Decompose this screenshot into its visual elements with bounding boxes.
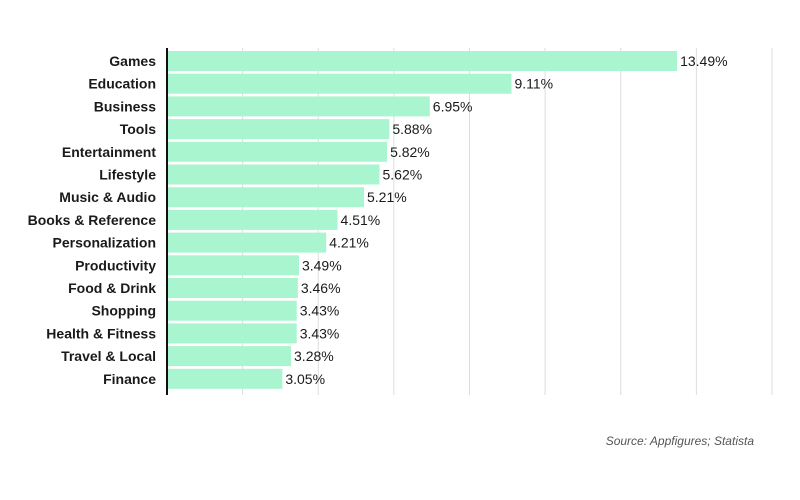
- value-label: 6.95%: [433, 98, 473, 114]
- source-note: Source: Appfigures; Statista: [605, 434, 754, 448]
- bar: [167, 278, 298, 298]
- category-label: Entertainment: [62, 144, 156, 160]
- value-label: 3.28%: [294, 348, 334, 364]
- bar: [167, 209, 338, 230]
- category-label: Games: [109, 53, 156, 69]
- bar: [167, 232, 327, 253]
- bar: [167, 141, 388, 162]
- category-labels: Games Education Business Tools Entertainment…: [28, 53, 157, 387]
- value-label: 9.11%: [514, 76, 553, 92]
- category-label: Music & Audio: [59, 189, 156, 205]
- category-label: Food & Drink: [68, 280, 156, 296]
- value-label: 13.49%: [680, 53, 727, 69]
- value-label: 3.05%: [285, 371, 325, 387]
- bar: [167, 73, 512, 94]
- bar: [167, 96, 430, 117]
- value-label: 4.51%: [341, 212, 381, 228]
- bar: [167, 119, 390, 140]
- bar: [167, 51, 678, 71]
- bar: [167, 346, 292, 367]
- bar: [167, 300, 297, 321]
- category-label: Education: [88, 76, 156, 92]
- category-label: Productivity: [75, 257, 156, 273]
- category-label: Shopping: [91, 303, 156, 319]
- category-label: Tools: [120, 121, 157, 137]
- bars: [167, 51, 678, 389]
- value-label: 5.88%: [392, 121, 432, 137]
- value-label: 4.21%: [329, 235, 369, 251]
- value-label: 3.43%: [300, 303, 340, 319]
- value-label: 3.49%: [302, 257, 342, 273]
- value-label: 5.82%: [390, 144, 430, 160]
- value-label: 3.43%: [300, 325, 340, 341]
- value-label: 5.62%: [383, 167, 423, 183]
- value-labels: 13.49% 9.11% 6.95%5.88% 5.82% 5.62% 5.21% 4.51…: [285, 53, 727, 387]
- category-label: Personalization: [53, 235, 156, 251]
- bar: [167, 255, 299, 276]
- bar: [167, 187, 365, 208]
- bar: [167, 323, 297, 344]
- category-label: Lifestyle: [99, 167, 156, 183]
- value-label: 3.46%: [301, 280, 341, 296]
- category-label: Travel & Local: [61, 348, 156, 364]
- category-label: Health & Fitness: [46, 325, 156, 341]
- category-label: Business: [94, 98, 156, 114]
- value-label: 5.21%: [367, 189, 407, 205]
- category-label: Finance: [103, 371, 156, 387]
- bar: [167, 164, 380, 185]
- bar: [167, 368, 283, 389]
- category-label: Books & Reference: [28, 212, 157, 228]
